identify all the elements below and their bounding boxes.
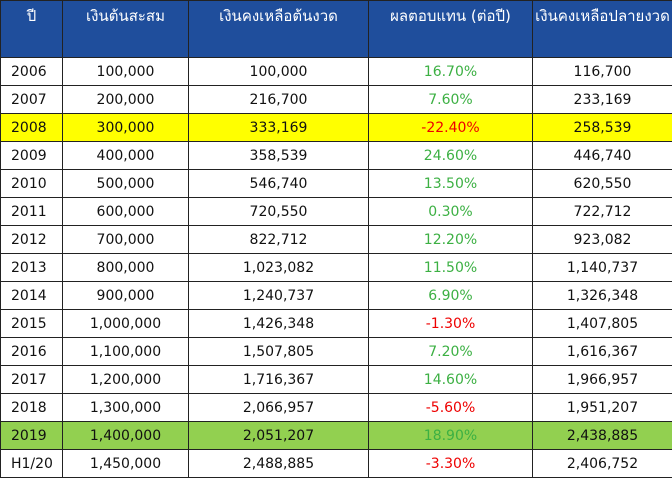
year-cell: 2017: [0, 365, 63, 394]
amount-cell: 800,000: [62, 253, 189, 282]
year-cell: 2016: [0, 337, 63, 366]
amount-cell: 1,023,082: [188, 253, 369, 282]
amount-cell: 1,407,805: [532, 309, 672, 338]
header-cell: เงินต้นสะสม: [62, 0, 189, 58]
return-cell: 14.60%: [368, 365, 533, 394]
amount-cell: 923,082: [532, 225, 672, 254]
year-cell: 2018: [0, 393, 63, 422]
amount-cell: 100,000: [188, 57, 369, 86]
table-row: 2015 1,000,000 1,426,348 -1.30% 1,407,805: [0, 309, 672, 338]
amount-cell: 600,000: [62, 197, 189, 226]
year-cell: 2013: [0, 253, 63, 282]
amount-cell: 2,488,885: [188, 449, 369, 478]
amount-cell: 722,712: [532, 197, 672, 226]
year-cell: 2011: [0, 197, 63, 226]
year-cell: 2007: [0, 85, 63, 114]
return-cell: 18.90%: [368, 421, 533, 450]
return-cell: -22.40%: [368, 113, 533, 142]
year-cell: 2010: [0, 169, 63, 198]
amount-cell: 2,406,752: [532, 449, 672, 478]
table-row: H1/20 1,450,000 2,488,885 -3.30% 2,406,752: [0, 449, 672, 478]
amount-cell: 233,169: [532, 85, 672, 114]
table-row: 2006 100,000 100,000 16.70% 116,700: [0, 57, 672, 86]
return-cell: 11.50%: [368, 253, 533, 282]
amount-cell: 500,000: [62, 169, 189, 198]
year-cell: 2015: [0, 309, 63, 338]
amount-cell: 1,716,367: [188, 365, 369, 394]
table-row: 2018 1,300,000 2,066,957 -5.60% 1,951,207: [0, 393, 672, 422]
amount-cell: 446,740: [532, 141, 672, 170]
header-cell: ปี: [0, 0, 63, 58]
return-cell: 16.70%: [368, 57, 533, 86]
amount-cell: 900,000: [62, 281, 189, 310]
amount-cell: 116,700: [532, 57, 672, 86]
amount-cell: 216,700: [188, 85, 369, 114]
amount-cell: 2,438,885: [532, 421, 672, 450]
table-body: 2006 100,000 100,000 16.70% 116,700 2007 200,0…: [0, 57, 672, 478]
amount-cell: 333,169: [188, 113, 369, 142]
amount-cell: 1,100,000: [62, 337, 189, 366]
table-row: 2019 1,400,000 2,051,207 18.90% 2,438,885: [0, 421, 672, 450]
return-cell: 6.90%: [368, 281, 533, 310]
amount-cell: 1,507,805: [188, 337, 369, 366]
amount-cell: 1,616,367: [532, 337, 672, 366]
amount-cell: 1,240,737: [188, 281, 369, 310]
amount-cell: 2,051,207: [188, 421, 369, 450]
amount-cell: 400,000: [62, 141, 189, 170]
year-cell: 2006: [0, 57, 63, 86]
amount-cell: 1,140,737: [532, 253, 672, 282]
table-row: 2012 700,000 822,712 12.20% 923,082: [0, 225, 672, 254]
return-cell: 13.50%: [368, 169, 533, 198]
return-cell: -3.30%: [368, 449, 533, 478]
table-row: 2011 600,000 720,550 0.30% 722,712: [0, 197, 672, 226]
amount-cell: 1,966,957: [532, 365, 672, 394]
return-cell: 0.30%: [368, 197, 533, 226]
amount-cell: 300,000: [62, 113, 189, 142]
return-cell: -1.30%: [368, 309, 533, 338]
return-cell: 7.20%: [368, 337, 533, 366]
table-row: 2014 900,000 1,240,737 6.90% 1,326,348: [0, 281, 672, 310]
year-cell: 2012: [0, 225, 63, 254]
header-row: ปี เงินต้นสะสม เงินคงเหลือต้นงวด ผลตอบแทน (…: [0, 0, 672, 58]
amount-cell: 100,000: [62, 57, 189, 86]
amount-cell: 1,426,348: [188, 309, 369, 338]
return-cell: 12.20%: [368, 225, 533, 254]
amount-cell: 258,539: [532, 113, 672, 142]
amount-cell: 1,326,348: [532, 281, 672, 310]
amount-cell: 1,450,000: [62, 449, 189, 478]
amount-cell: 200,000: [62, 85, 189, 114]
amount-cell: 2,066,957: [188, 393, 369, 422]
year-cell: H1/20: [0, 449, 63, 478]
table-row: 2010 500,000 546,740 13.50% 620,550: [0, 169, 672, 198]
table-row: 2008 300,000 333,169 -22.40% 258,539: [0, 113, 672, 142]
amount-cell: 1,400,000: [62, 421, 189, 450]
amount-cell: 620,550: [532, 169, 672, 198]
table-row: 2017 1,200,000 1,716,367 14.60% 1,966,957: [0, 365, 672, 394]
return-cell: 24.60%: [368, 141, 533, 170]
header-cell: เงินคงเหลือต้นงวด: [188, 0, 369, 58]
amount-cell: 1,951,207: [532, 393, 672, 422]
return-cell: 7.60%: [368, 85, 533, 114]
year-cell: 2009: [0, 141, 63, 170]
amount-cell: 822,712: [188, 225, 369, 254]
table-row: 2007 200,000 216,700 7.60% 233,169: [0, 85, 672, 114]
year-cell: 2008: [0, 113, 63, 142]
amount-cell: 358,539: [188, 141, 369, 170]
amount-cell: 546,740: [188, 169, 369, 198]
year-cell: 2014: [0, 281, 63, 310]
amount-cell: 1,300,000: [62, 393, 189, 422]
amount-cell: 1,200,000: [62, 365, 189, 394]
year-cell: 2019: [0, 421, 63, 450]
table-row: 2009 400,000 358,539 24.60% 446,740: [0, 141, 672, 170]
header-cell: ผลตอบแทน (ต่อปี): [368, 0, 533, 58]
amount-cell: 700,000: [62, 225, 189, 254]
header-cell: เงินคงเหลือปลายงวด: [532, 0, 672, 58]
table-row: 2016 1,100,000 1,507,805 7.20% 1,616,367: [0, 337, 672, 366]
amount-cell: 720,550: [188, 197, 369, 226]
amount-cell: 1,000,000: [62, 309, 189, 338]
return-cell: -5.60%: [368, 393, 533, 422]
table-row: 2013 800,000 1,023,082 11.50% 1,140,737: [0, 253, 672, 282]
